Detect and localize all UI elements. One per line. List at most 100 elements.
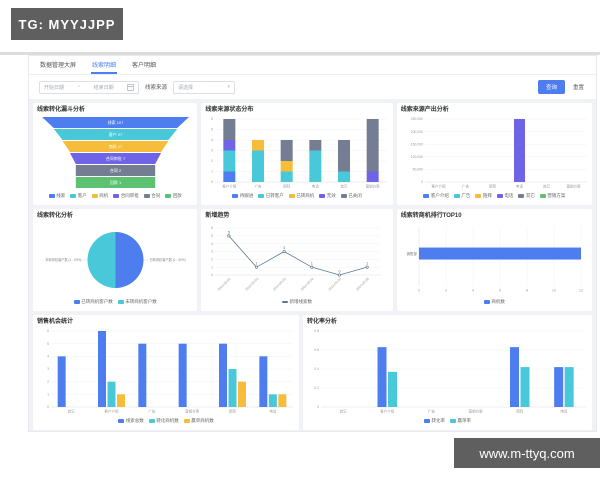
legend-item[interactable]: 合同 bbox=[143, 192, 161, 199]
legend-item[interactable]: 回款 bbox=[165, 193, 182, 199]
legend-item[interactable]: 无效 bbox=[319, 193, 336, 199]
legend-swatch bbox=[117, 299, 124, 304]
legend-item[interactable]: 客户介绍 bbox=[423, 193, 449, 199]
svg-text:陌拜: 陌拜 bbox=[284, 184, 292, 189]
legend-item[interactable]: 已转商机客户数 bbox=[73, 298, 113, 305]
svg-text:1: 1 bbox=[212, 170, 214, 174]
svg-text:线索 107: 线索 107 bbox=[108, 119, 125, 125]
legend-label: 已关闭 bbox=[348, 192, 362, 198]
source-filter-label: 线索来源 bbox=[145, 85, 168, 91]
legend-item[interactable]: 线索 bbox=[48, 193, 65, 199]
svg-text:3: 3 bbox=[47, 367, 49, 371]
legend-item[interactable]: 未转商机客户数 bbox=[117, 298, 157, 305]
tab-customer-detail[interactable]: 客户明细 bbox=[132, 63, 157, 69]
horizontal-bar-chart: 0 2 4 6 8 10 12 销售部 bbox=[406, 227, 583, 293]
svg-text:已转商机客户数 (1 : 50%): 已转商机客户数 (1 : 50%) bbox=[150, 257, 186, 262]
source-select[interactable]: 请选择 ▾ bbox=[173, 80, 236, 94]
reset-button[interactable]: 重置 bbox=[571, 80, 586, 94]
legend-item[interactable]: 赢单率 bbox=[450, 418, 471, 424]
legend-item[interactable]: 已转客户 bbox=[258, 193, 284, 199]
svg-text:0.6: 0.6 bbox=[314, 348, 319, 352]
legend-label: 客户介绍 bbox=[430, 192, 449, 198]
panel-title: 销售机会统计 bbox=[37, 319, 74, 325]
svg-text:100,000: 100,000 bbox=[410, 155, 422, 159]
calendar-icon bbox=[126, 83, 134, 91]
date-range-input[interactable]: 开始日期 ~ 结束日期 bbox=[39, 80, 139, 94]
legend-item[interactable]: 线索总数 bbox=[118, 418, 144, 424]
panel-opportunity-stats: 销售机会统计 0 1 2 3 4 5 6 其它 客户介绍 广告 营销方案 陌拜 电话 线索总数 转化商机数… bbox=[33, 315, 300, 430]
legend-label: 已转商机客户数 bbox=[81, 298, 113, 304]
legend-item[interactable]: 广告 bbox=[453, 193, 470, 199]
legend-swatch bbox=[282, 300, 289, 303]
legend-label: 陌拜 bbox=[482, 192, 492, 198]
legend-label: 未转商机客户数 bbox=[125, 298, 157, 304]
legend-label: 线索总数 bbox=[125, 417, 144, 423]
line-chart: 0 1 2 3 4 5 6 2024-05-01 2024-05-02 2024-05-03 202… bbox=[212, 226, 382, 292]
legend-item[interactable]: 转化率 bbox=[424, 418, 445, 424]
legend-label: 赢单率 bbox=[457, 417, 472, 423]
svg-text:3: 3 bbox=[212, 149, 214, 153]
legend-label: 合同 bbox=[151, 192, 161, 198]
svg-text:1: 1 bbox=[256, 262, 258, 266]
panel-conversion-pie: 线索转化分析 未转商机客户数 (1 : 50%) 已转商机客户数 (1 : 50%… bbox=[33, 209, 198, 311]
svg-text:客户介绍: 客户介绍 bbox=[105, 409, 119, 414]
chart-legend: 待跟进 已转客户 已转商机 无效 已关闭 bbox=[205, 191, 388, 200]
chart-legend: 线索 客户 商机 合同审批 合同 回款 bbox=[37, 191, 193, 200]
svg-text:5: 5 bbox=[212, 128, 214, 132]
panel-funnel: 线索转化漏斗分析 线索 107 客户 27 商机 17 合同审批 7 合同 2 回款 1 … bbox=[33, 103, 198, 205]
legend-label: 赢单商机数 bbox=[191, 417, 214, 423]
svg-text:50,000: 50,000 bbox=[412, 168, 422, 172]
legend-item[interactable]: 新增线索数 bbox=[282, 299, 312, 305]
svg-text:0.8: 0.8 bbox=[314, 329, 319, 333]
legend-label: 商机数 bbox=[491, 298, 505, 304]
legend-item[interactable]: 其它 bbox=[518, 193, 535, 199]
legend-swatch bbox=[73, 299, 80, 304]
legend-item[interactable]: 赢单商机数 bbox=[183, 417, 214, 424]
date-separator: ~ bbox=[77, 84, 81, 90]
legend-swatch bbox=[450, 418, 457, 423]
legend-item[interactable]: 客户 bbox=[70, 193, 87, 199]
svg-text:其它: 其它 bbox=[68, 409, 75, 414]
legend-swatch bbox=[340, 193, 347, 198]
svg-text:0: 0 bbox=[212, 273, 214, 277]
legend-item[interactable]: 待跟进 bbox=[232, 193, 253, 199]
tab-lead-detail[interactable]: 线索明细 bbox=[91, 56, 118, 74]
legend-item[interactable]: 商机 bbox=[91, 192, 109, 199]
legend-label: 其它 bbox=[525, 192, 535, 198]
chart-legend: 客户介绍 广告 陌拜 电话 其它 营销方案 bbox=[401, 191, 588, 200]
svg-text:250,000: 250,000 bbox=[410, 117, 422, 121]
legend-label: 新增线索数 bbox=[289, 298, 313, 304]
tab-data-screen[interactable]: 数据管理大屏 bbox=[40, 63, 77, 69]
legend-item[interactable]: 转化商机数 bbox=[148, 417, 179, 424]
legend-item[interactable]: 电话 bbox=[496, 193, 513, 199]
svg-text:2024-05-02: 2024-05-02 bbox=[245, 277, 260, 292]
svg-text:0.4: 0.4 bbox=[314, 367, 319, 371]
svg-text:12: 12 bbox=[579, 289, 583, 293]
legend-item[interactable]: 商机数 bbox=[483, 298, 505, 305]
svg-text:合同 2: 合同 2 bbox=[110, 167, 122, 173]
legend-swatch bbox=[423, 193, 430, 198]
svg-text:其它: 其它 bbox=[543, 184, 551, 189]
legend-swatch bbox=[496, 193, 503, 198]
svg-text:5: 5 bbox=[47, 342, 49, 346]
svg-text:2024-05-01: 2024-05-01 bbox=[217, 277, 232, 292]
legend-item[interactable]: 已关闭 bbox=[340, 192, 362, 199]
chart-legend: 商机数 bbox=[401, 297, 588, 306]
legend-label: 商机 bbox=[99, 192, 109, 198]
svg-text:客户介绍: 客户介绍 bbox=[431, 184, 445, 189]
panel-source-status: 线索来源状态分布 0 1 2 3 4 5 6 客户介绍 广告 陌拜 电话 其它 营销方案 待跟进 已转客户… bbox=[201, 103, 393, 205]
legend-item[interactable]: 陌拜 bbox=[475, 193, 492, 199]
svg-text:4: 4 bbox=[212, 242, 214, 246]
legend-label: 无效 bbox=[326, 192, 336, 198]
legend-label: 转化商机数 bbox=[156, 417, 179, 423]
legend-swatch bbox=[183, 418, 190, 423]
svg-text:电话: 电话 bbox=[269, 409, 277, 414]
chart-legend: 新增线索数 bbox=[205, 297, 388, 306]
legend-item[interactable]: 合同审批 bbox=[113, 193, 139, 199]
search-button[interactable]: 查询 bbox=[537, 80, 565, 94]
legend-item[interactable]: 营销方案 bbox=[539, 193, 565, 199]
legend-label: 客户 bbox=[77, 192, 87, 198]
legend-item[interactable]: 已转商机 bbox=[288, 193, 314, 199]
svg-text:6: 6 bbox=[212, 117, 214, 121]
legend-label: 已转客户 bbox=[265, 192, 284, 198]
